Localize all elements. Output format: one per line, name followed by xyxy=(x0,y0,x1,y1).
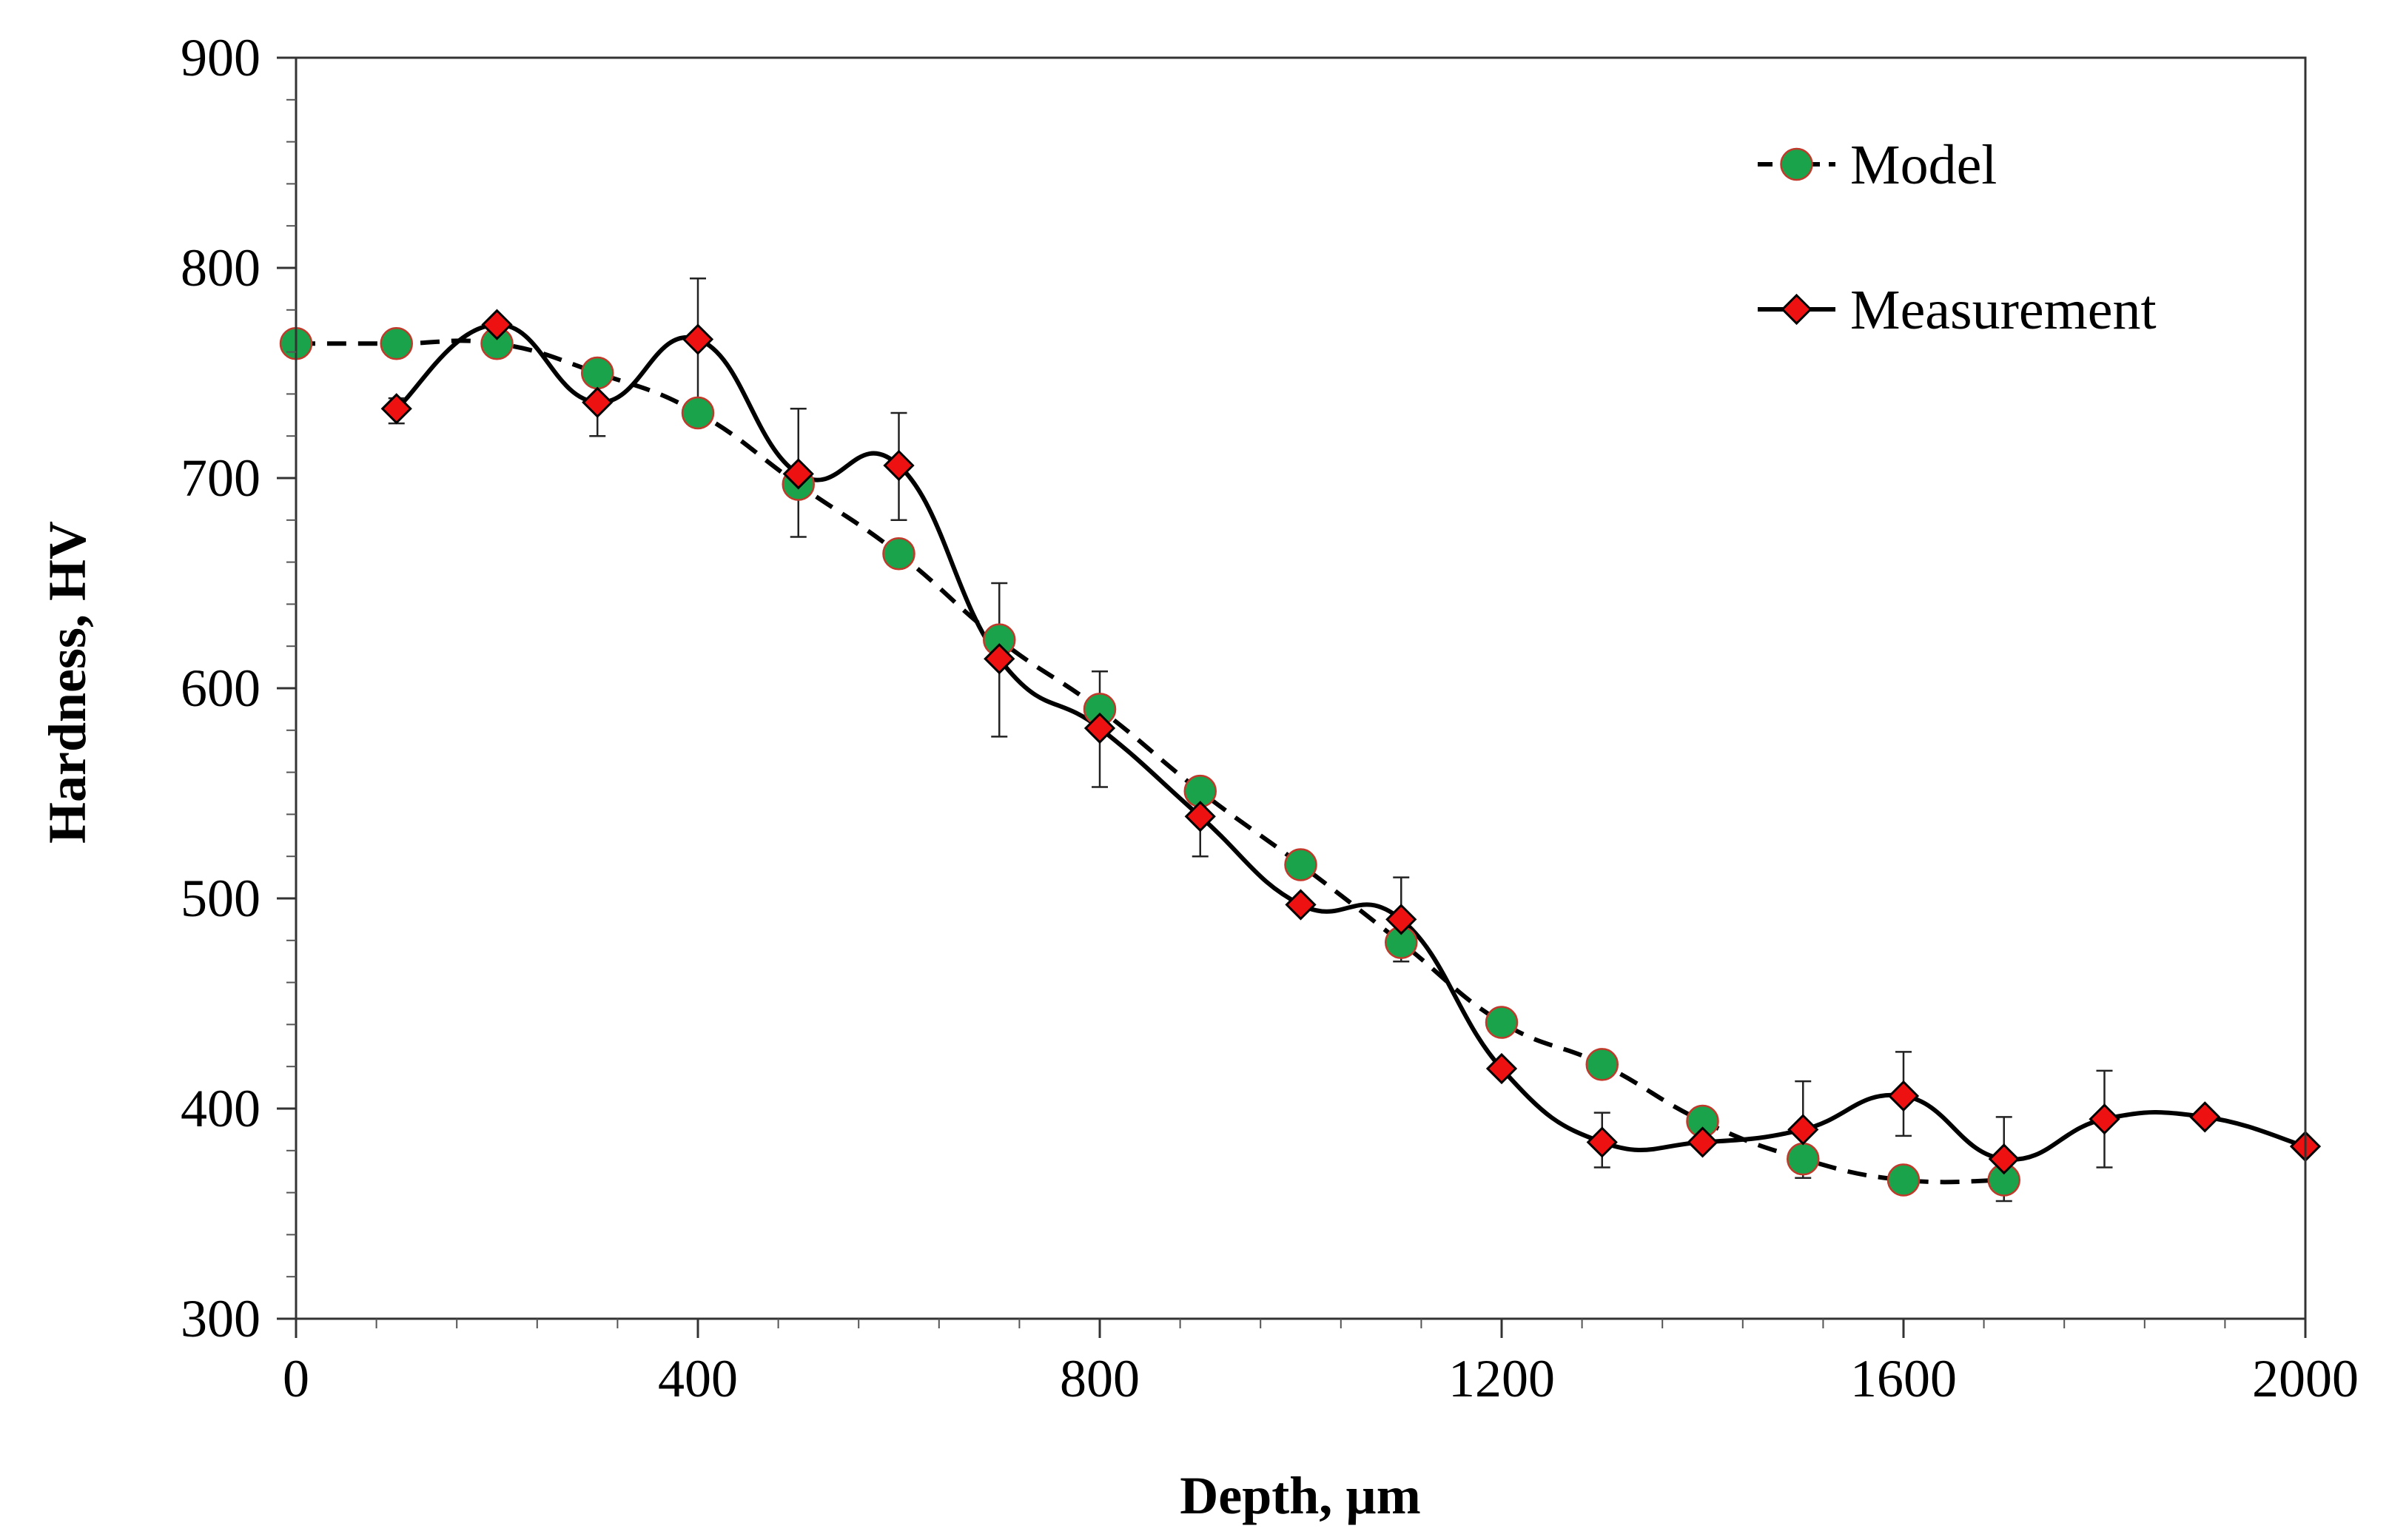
x-tick-label: 2000 xyxy=(2252,1349,2359,1408)
y-axis-title: Hardness, HV xyxy=(38,521,97,844)
measurement-point xyxy=(380,393,412,425)
y-tick-label: 800 xyxy=(181,238,261,297)
measurement-point xyxy=(883,449,915,482)
x-tick-label: 400 xyxy=(658,1349,738,1408)
measurement-point xyxy=(1385,904,1417,935)
legend-model-label: Model xyxy=(1850,134,1997,196)
x-axis-title: Depth, µm xyxy=(1180,1466,1420,1525)
model-point xyxy=(1787,1142,1820,1176)
measurement-point xyxy=(682,323,714,355)
y-tick-label: 700 xyxy=(181,448,261,508)
measurement-point xyxy=(1887,1080,1920,1112)
model-point xyxy=(1485,1006,1519,1039)
legend-model-marker xyxy=(1780,147,1813,181)
legend-measurement-label: Measurement xyxy=(1850,279,2157,341)
measurement-point xyxy=(481,309,513,340)
measurement-point xyxy=(1687,1126,1718,1158)
x-tick-label: 0 xyxy=(283,1349,309,1408)
measurement-point xyxy=(2189,1101,2221,1133)
model-point xyxy=(882,537,915,571)
measurement-point xyxy=(1988,1143,2020,1175)
model-point xyxy=(1284,848,1317,881)
legend: Model Measurement xyxy=(1758,134,2157,341)
measurement-point xyxy=(782,458,814,490)
model-point xyxy=(581,356,614,390)
x-tick-label: 1600 xyxy=(1850,1349,1957,1408)
model-point xyxy=(1886,1163,1921,1197)
y-tick-label: 900 xyxy=(181,28,261,87)
measurement-point xyxy=(1485,1052,1518,1085)
legend-measurement-marker xyxy=(1781,293,1812,326)
measurement-point xyxy=(1285,889,1317,921)
y-tick-label: 500 xyxy=(181,869,261,928)
x-tick-label: 800 xyxy=(1060,1349,1140,1408)
measurement-point xyxy=(2089,1103,2120,1135)
y-tick-label: 300 xyxy=(181,1289,261,1348)
x-tick-label: 1200 xyxy=(1448,1349,1555,1408)
y-tick-label: 400 xyxy=(181,1079,261,1138)
measurement-point xyxy=(1787,1114,1819,1146)
measurement-point xyxy=(1083,712,1116,744)
measurement-point xyxy=(1184,801,1216,833)
model-point xyxy=(1585,1048,1619,1081)
measurement-point xyxy=(984,643,1015,675)
model-point xyxy=(681,396,715,430)
measurement-point xyxy=(1586,1126,1618,1158)
model-point xyxy=(380,326,413,360)
y-tick-label: 600 xyxy=(181,659,261,718)
measurement-point xyxy=(582,386,614,418)
